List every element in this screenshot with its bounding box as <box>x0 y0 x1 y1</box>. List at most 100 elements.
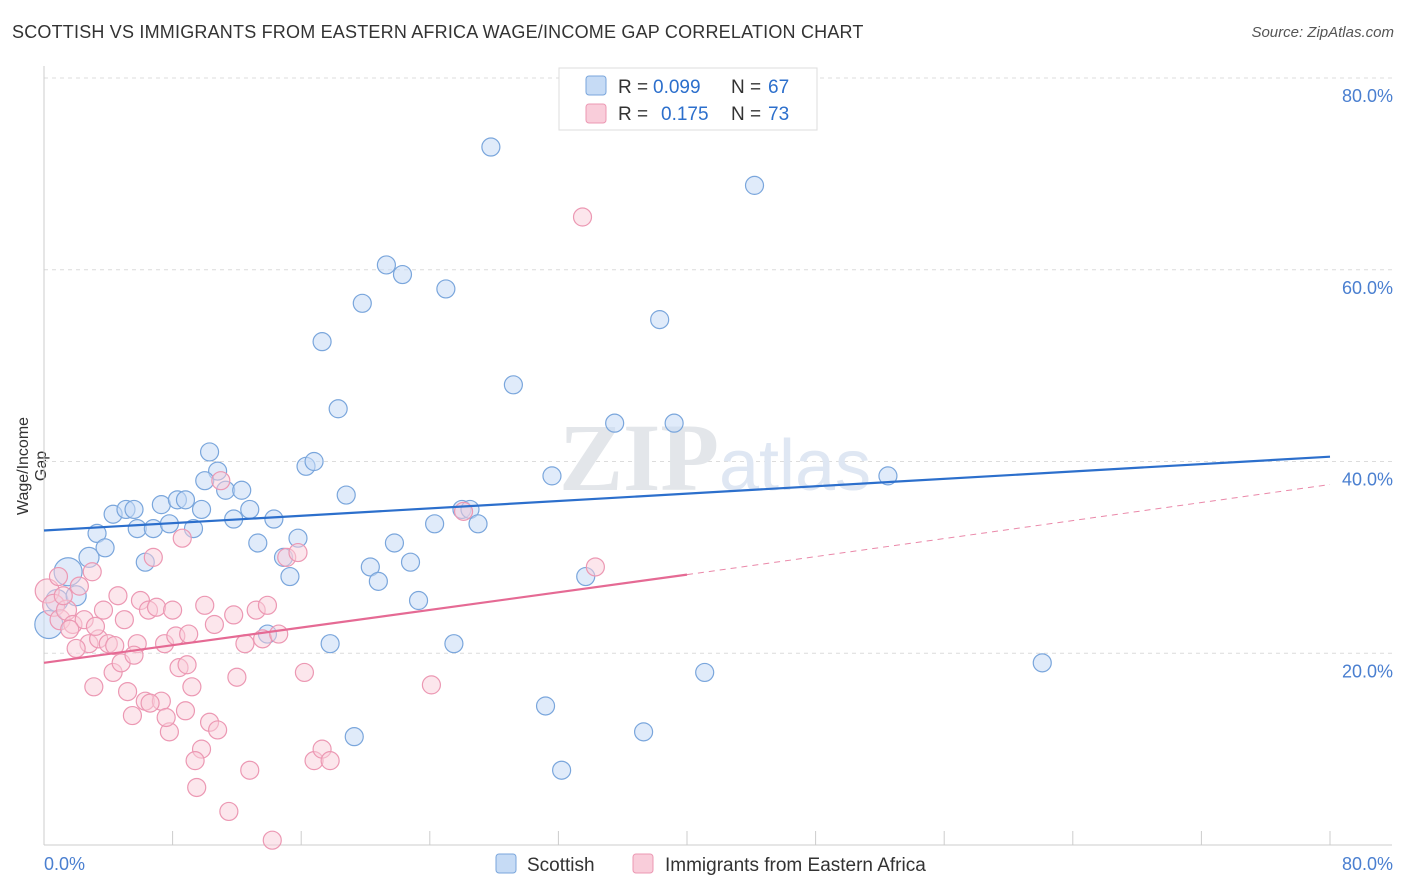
scottish-point <box>87 523 107 544</box>
legend-scottish-swatch <box>495 853 517 874</box>
y-tick-label: 40.0% <box>1342 470 1393 490</box>
eafrica-point <box>48 566 69 587</box>
eafrica-point <box>177 655 197 675</box>
eafrica-point <box>146 597 167 617</box>
eafrica-point <box>208 720 228 740</box>
eafrica-point <box>85 616 106 637</box>
eafrica-point <box>122 705 143 726</box>
scottish-point <box>248 533 268 553</box>
eafrica-point <box>53 586 73 606</box>
scottish-point <box>280 566 300 587</box>
scottish-point <box>605 413 625 433</box>
eafrica-point <box>182 677 202 697</box>
eafrica-points <box>34 207 605 850</box>
eafrica-point <box>288 542 308 563</box>
eafrica-point <box>421 675 442 695</box>
eafrica-point <box>219 801 239 822</box>
scottish-point <box>352 293 372 313</box>
eafrica-point <box>185 751 205 771</box>
scottish-point <box>328 399 348 419</box>
scottish-point <box>425 514 445 534</box>
scottish-point <box>444 634 464 654</box>
eafrica-point <box>84 677 104 697</box>
scottish-point <box>400 552 421 572</box>
scottish-point <box>232 480 252 500</box>
scottish-point <box>191 499 212 520</box>
scottish-point <box>151 495 171 515</box>
eafrica-swatch <box>585 103 607 124</box>
eafrica-point <box>93 600 114 620</box>
scottish-point <box>535 696 556 716</box>
eafrica-point <box>163 600 183 620</box>
scottish-point <box>376 255 396 275</box>
eafrica-point <box>175 701 196 721</box>
stats-legend: R = 0.099 N = 67 R = 0.175 N = 73 <box>558 67 818 131</box>
scottish-point <box>320 634 340 654</box>
scottish-n-label: N = <box>731 77 761 98</box>
scottish-trend-line <box>43 455 1331 532</box>
scottish-point <box>481 137 501 157</box>
scottish-point <box>95 538 115 558</box>
legend-eafrica-swatch <box>632 853 654 874</box>
eafrica-trend-extension <box>686 484 1331 576</box>
eafrica-point <box>172 528 192 548</box>
eafrica-point <box>572 207 593 227</box>
scottish-point <box>304 451 324 472</box>
scottish-point <box>408 590 429 611</box>
eafrica-r-label: R = <box>618 104 648 125</box>
eafrica-r-value: 0.175 <box>661 104 709 125</box>
scottish-point <box>368 571 388 591</box>
scottish-point <box>503 375 523 395</box>
gridlines <box>44 77 1392 654</box>
eafrica-point <box>240 760 260 780</box>
eafrica-point <box>195 595 215 615</box>
scottish-point <box>312 332 332 352</box>
scottish-point <box>744 175 765 195</box>
scottish-point <box>195 471 215 491</box>
scottish-point <box>650 310 670 330</box>
x-tick-label: 80.0% <box>1342 854 1393 874</box>
scottish-point <box>124 499 144 520</box>
legend-eafrica-label: Immigrants from Eastern Africa <box>665 855 926 876</box>
scottish-r-value: 0.099 <box>653 77 701 98</box>
scottish-point <box>344 727 364 747</box>
eafrica-point <box>211 471 231 491</box>
eafrica-point <box>204 614 224 635</box>
eafrica-point <box>179 624 199 644</box>
eafrica-point <box>108 586 128 606</box>
eafrica-point <box>187 777 207 798</box>
scottish-point <box>392 264 413 285</box>
scottish-point <box>436 279 456 299</box>
scottish-point <box>336 485 356 505</box>
eafrica-point <box>294 662 315 683</box>
eafrica-point <box>105 635 125 656</box>
chart-title: SCOTTISH VS IMMIGRANTS FROM EASTERN AFRI… <box>12 22 864 42</box>
scottish-point <box>240 499 260 520</box>
tick-labels: 20.0% 40.0% 60.0% 80.0% 0.0% 80.0% <box>44 86 1393 874</box>
scottish-point <box>633 722 654 742</box>
scottish-point <box>1032 653 1052 673</box>
eafrica-point <box>257 595 278 615</box>
eafrica-point <box>117 681 138 702</box>
scottish-point <box>664 413 684 433</box>
scottish-n-value: 67 <box>768 77 789 98</box>
eafrica-point <box>143 547 163 567</box>
scottish-point <box>175 490 196 510</box>
scottish-point <box>264 509 284 529</box>
eafrica-point <box>60 619 80 639</box>
scottish-r-label: R = <box>618 77 648 98</box>
eafrica-trend-line <box>43 573 688 664</box>
eafrica-point <box>269 624 289 644</box>
eafrica-n-label: N = <box>731 104 761 125</box>
eafrica-point <box>262 830 282 850</box>
scottish-point <box>384 533 405 553</box>
legend-scottish-label: Scottish <box>527 855 595 876</box>
trend-lines <box>43 455 1331 664</box>
series-legend: Scottish Immigrants from Eastern Africa <box>495 853 926 876</box>
eafrica-point <box>66 638 86 659</box>
eafrica-point <box>320 751 340 771</box>
eafrica-point <box>227 667 247 687</box>
eafrica-point <box>235 634 255 654</box>
eafrica-n-value: 73 <box>768 104 789 125</box>
